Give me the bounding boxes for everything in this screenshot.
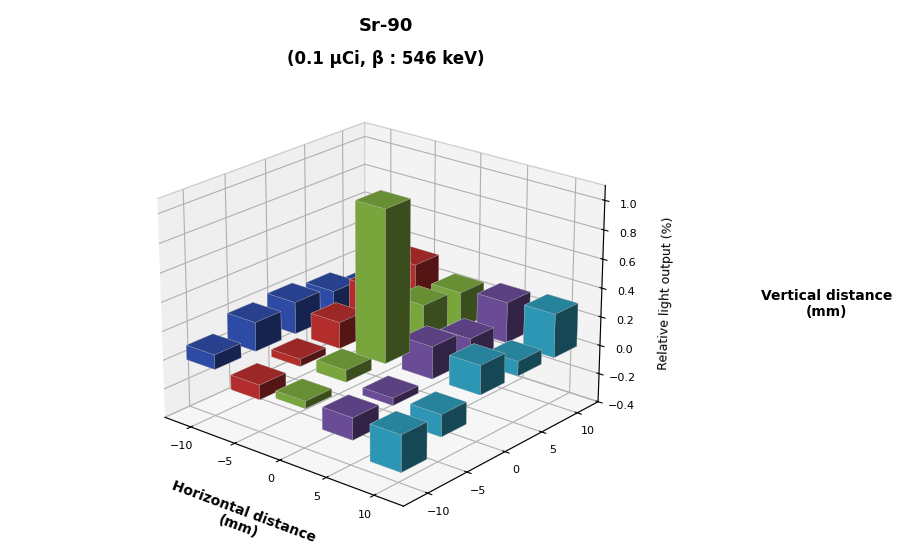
X-axis label: Horizontal distance
(mm): Horizontal distance (mm): [164, 479, 318, 552]
Text: (0.1 μCi, β : 546 keV): (0.1 μCi, β : 546 keV): [286, 50, 485, 68]
Text: Sr-90: Sr-90: [358, 17, 413, 35]
Text: Vertical distance
(mm): Vertical distance (mm): [760, 289, 892, 319]
